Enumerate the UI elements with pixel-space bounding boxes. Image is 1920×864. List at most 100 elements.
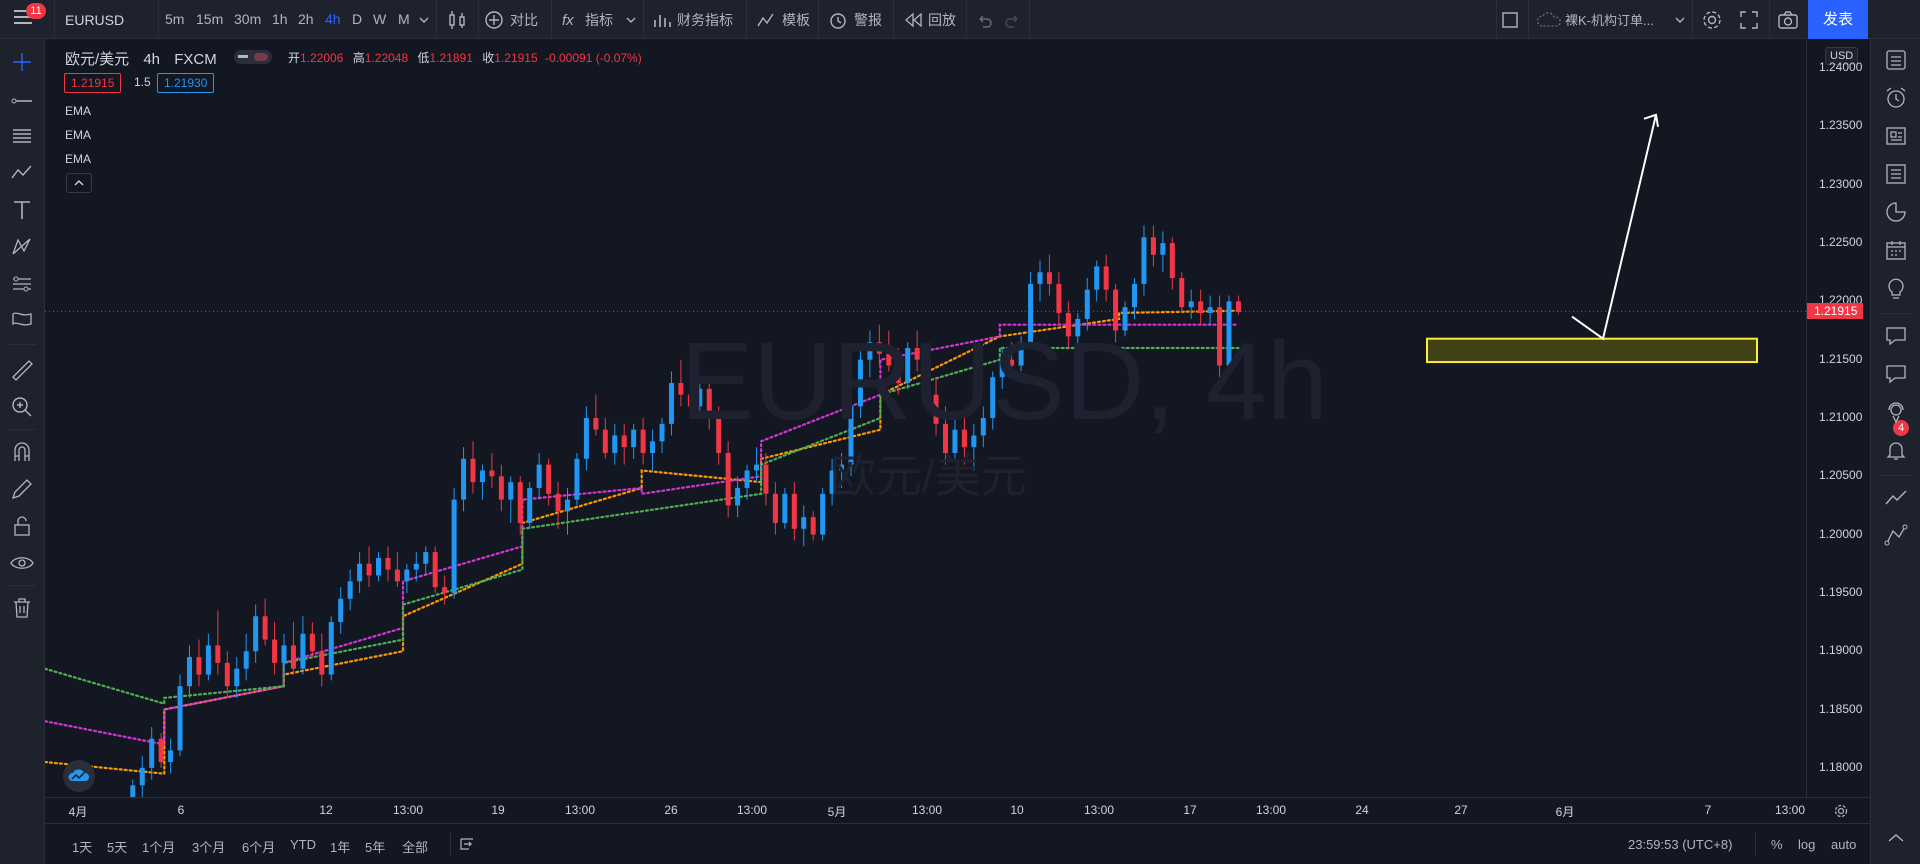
timeframe-w[interactable]: W	[373, 11, 387, 27]
symbol-search-button[interactable]: EURUSD	[65, 11, 125, 28]
zoom-in-icon[interactable]	[9, 394, 35, 420]
timeframe-1h[interactable]: 1h	[272, 11, 288, 27]
eye-icon[interactable]	[9, 550, 35, 576]
alarm-clock-icon[interactable]	[828, 10, 848, 30]
price-axis[interactable]: USD 1.24000 1.23500 1.23000 1.22500 1.22000 1…	[1806, 39, 1870, 799]
range-button[interactable]: 1天	[72, 840, 93, 855]
range-button[interactable]: 1年	[330, 840, 351, 855]
trading-panel-icon[interactable]	[1883, 485, 1909, 511]
range-button[interactable]: 6个月	[242, 840, 276, 855]
crosshair-icon[interactable]	[9, 49, 35, 75]
layout-name-button[interactable]: 裸K-机构订单...	[1565, 13, 1654, 28]
timeframe-m[interactable]: M	[398, 11, 410, 27]
trash-icon[interactable]	[9, 595, 35, 621]
timeframe-d[interactable]: D	[352, 11, 363, 27]
notifications-bell-icon[interactable]	[1883, 437, 1909, 463]
undo-icon[interactable]	[975, 11, 993, 29]
streams-icon[interactable]	[1883, 399, 1909, 425]
compare-plus-icon[interactable]	[484, 10, 504, 30]
prediction-icon[interactable]	[9, 271, 35, 297]
range-button[interactable]: 3个月	[192, 840, 226, 855]
candle-body	[1169, 243, 1175, 279]
timeframe-2h[interactable]: 2h	[298, 11, 314, 27]
pencil-lock-icon[interactable]	[9, 476, 35, 502]
auto-toggle[interactable]: auto	[1831, 837, 1857, 852]
ruler-icon[interactable]	[9, 357, 35, 383]
templates-icon[interactable]	[756, 10, 776, 30]
ema-indicator-label[interactable]: EMA	[65, 152, 92, 166]
chevron-down-icon[interactable]	[1675, 15, 1685, 25]
templates-button[interactable]: 模板	[782, 11, 810, 28]
candles-icon[interactable]	[446, 9, 468, 31]
time-tick: 13:00	[736, 803, 768, 817]
financials-button[interactable]: 财务指标	[677, 11, 733, 28]
replay-rewind-icon[interactable]	[903, 11, 923, 29]
collapse-panel-icon[interactable]	[1883, 829, 1909, 855]
cloud-icon[interactable]	[1536, 11, 1564, 29]
menu-icon[interactable]	[14, 10, 32, 28]
chevron-down-icon[interactable]	[626, 15, 636, 25]
news-icon[interactable]	[1883, 123, 1909, 149]
range-button[interactable]: 5年	[365, 840, 386, 855]
time-axis[interactable]: 4月 6 12 13:00 19 13:00 26 13:00 5月 13:00 10 13:00 17…	[45, 797, 1870, 822]
flag-icon[interactable]	[9, 306, 35, 332]
publish-button[interactable]: 发表	[1808, 0, 1868, 39]
range-button[interactable]: 1个月	[142, 840, 176, 855]
collapse-legend-button[interactable]	[66, 173, 92, 193]
currency-badge[interactable]: USD	[1825, 47, 1859, 65]
log-toggle[interactable]: log	[1798, 837, 1816, 852]
symbol-description[interactable]: 欧元/美元 4h FXCM	[65, 48, 217, 69]
watchlist-icon[interactable]	[1883, 47, 1909, 73]
projection-arrow[interactable]	[1571, 113, 1659, 341]
sell-price-box[interactable]: 1.21915	[64, 73, 122, 93]
ideas-bulb-icon[interactable]	[1883, 275, 1909, 301]
tradingview-logo[interactable]	[63, 760, 95, 792]
candle-body	[848, 406, 854, 465]
range-button[interactable]: 全部	[402, 840, 429, 855]
alert-clock-icon[interactable]	[1883, 85, 1909, 111]
indicators-fx-icon[interactable]: fx	[560, 10, 580, 30]
text-icon[interactable]	[9, 197, 35, 223]
compare-button[interactable]: 对比	[510, 11, 538, 28]
pine-editor-icon[interactable]	[1883, 523, 1909, 549]
ema-indicator-label[interactable]: EMA	[65, 104, 92, 118]
candle-body	[149, 738, 155, 768]
trendline-icon[interactable]	[9, 86, 35, 112]
range-button[interactable]: YTD	[290, 837, 316, 852]
candle	[319, 633, 325, 687]
data-window-icon[interactable]	[1883, 161, 1909, 187]
magnet-icon[interactable]	[9, 439, 35, 465]
chevron-down-icon[interactable]	[419, 15, 429, 25]
goto-date-icon[interactable]	[459, 836, 475, 852]
clock[interactable]: 23:59:53 (UTC+8)	[1628, 837, 1733, 852]
replay-button[interactable]: 回放	[928, 11, 956, 28]
timeframe-15m[interactable]: 15m	[196, 11, 224, 27]
ema-indicator-label[interactable]: EMA	[65, 128, 92, 142]
xabcd-pattern-icon[interactable]	[9, 234, 35, 260]
chat-icon[interactable]	[1883, 323, 1909, 349]
fib-lines-icon[interactable]	[9, 123, 35, 149]
range-button[interactable]: 5天	[107, 840, 128, 855]
alerts-button[interactable]: 警报	[854, 11, 882, 28]
price-chart[interactable]	[45, 39, 1806, 797]
redo-icon[interactable]	[1004, 11, 1022, 29]
buy-price-box[interactable]: 1.21930	[157, 73, 215, 93]
percent-toggle[interactable]: %	[1771, 837, 1783, 852]
fullscreen-icon[interactable]	[1739, 10, 1759, 30]
layout-square-icon[interactable]	[1500, 10, 1520, 30]
demand-zone-rectangle[interactable]	[1426, 337, 1758, 364]
calendar-icon[interactable]	[1883, 237, 1909, 263]
timeframe-4h[interactable]: 4h	[325, 11, 341, 27]
market-status-toggle[interactable]	[234, 50, 272, 64]
pattern-icon[interactable]	[9, 160, 35, 186]
lock-icon[interactable]	[9, 513, 35, 539]
timeframe-30m[interactable]: 30m	[234, 11, 262, 27]
indicators-button[interactable]: 指标	[585, 11, 613, 28]
financials-icon[interactable]	[652, 10, 672, 30]
camera-icon[interactable]	[1777, 10, 1799, 30]
gear-icon[interactable]	[1701, 9, 1723, 31]
timeframe-5m[interactable]: 5m	[165, 11, 185, 27]
settings-gear-icon[interactable]	[1834, 804, 1848, 818]
hotlist-icon[interactable]	[1883, 199, 1909, 225]
private-chat-icon[interactable]	[1883, 361, 1909, 387]
